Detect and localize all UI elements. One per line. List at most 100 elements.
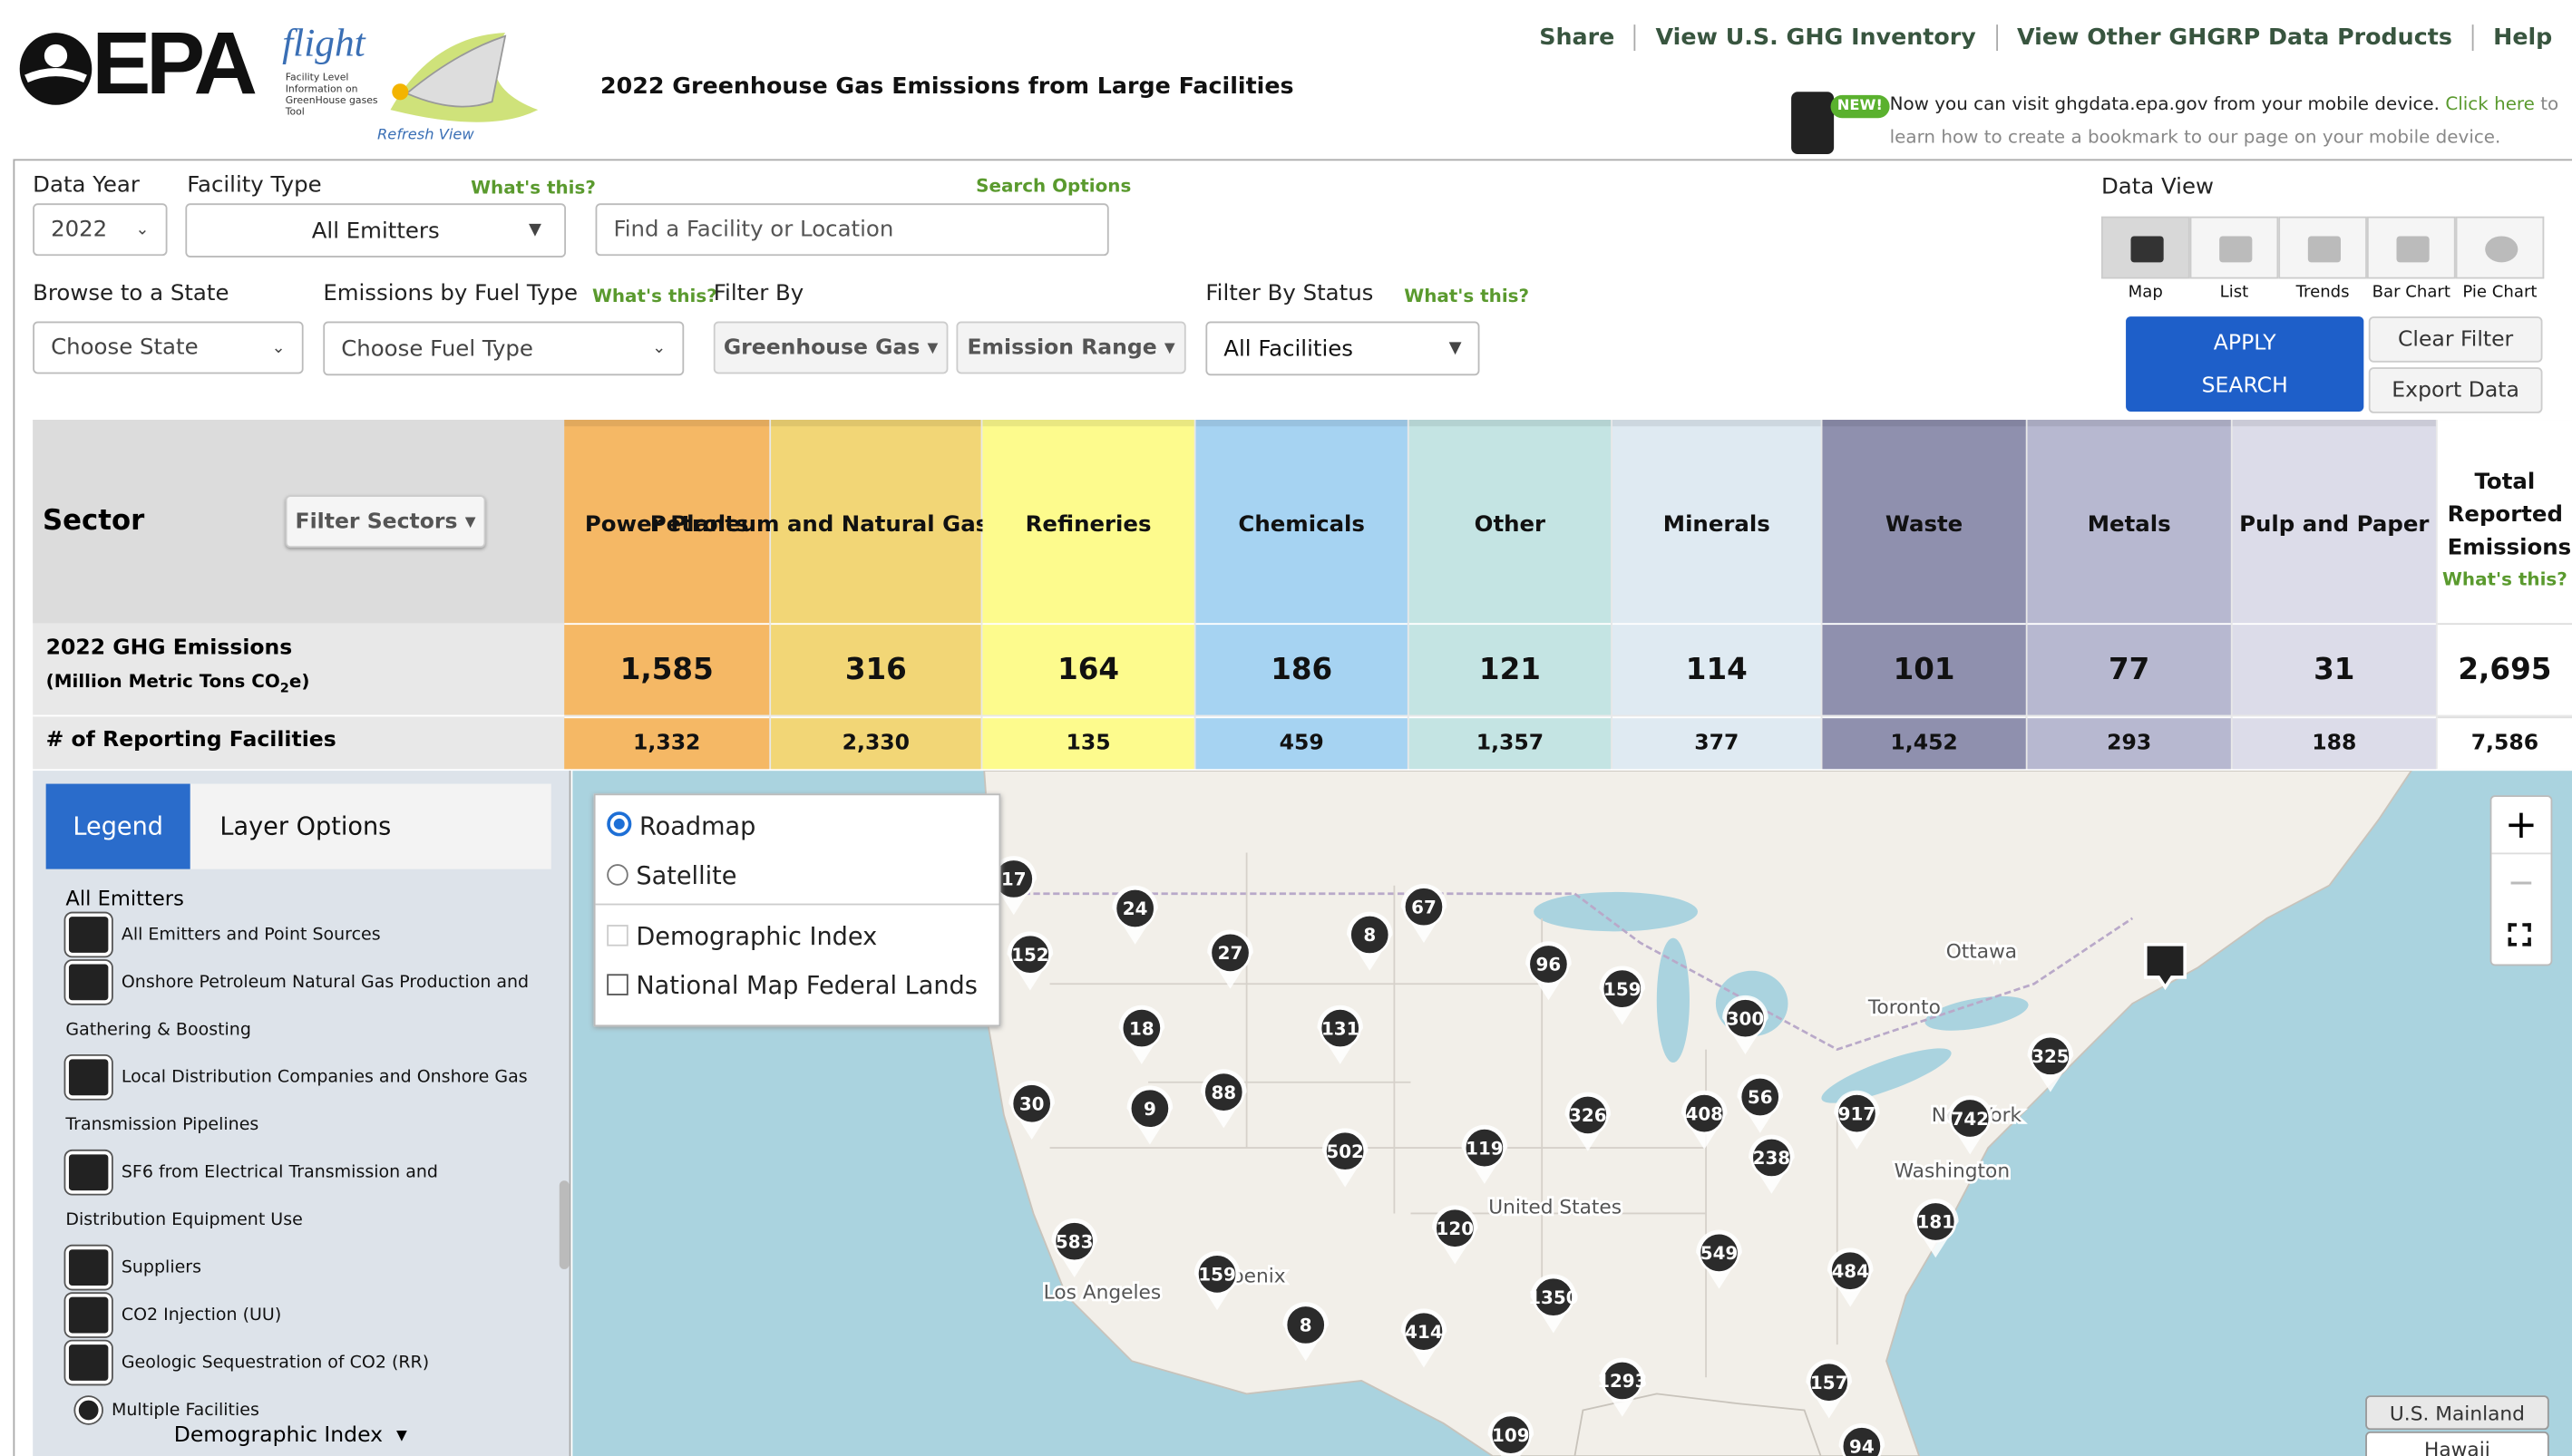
facility-cluster[interactable]: 8 bbox=[1346, 911, 1393, 971]
facility-cluster[interactable]: 27 bbox=[1207, 929, 1253, 989]
scrollbar[interactable] bbox=[559, 1180, 570, 1269]
facility-cluster[interactable]: 917 bbox=[1834, 1090, 1880, 1150]
facility-cluster[interactable]: 157 bbox=[1806, 1359, 1853, 1419]
help-link[interactable]: What's this? bbox=[591, 285, 717, 307]
demographic-option[interactable]: Demographic Index bbox=[607, 921, 877, 951]
nav-link[interactable]: View U.S. GHG Inventory bbox=[1633, 24, 1996, 52]
apply-button[interactable]: APPLY SEARCH bbox=[2126, 316, 2364, 412]
legend-footer[interactable]: Demographic Index ▾ bbox=[173, 1422, 407, 1449]
facility-cluster[interactable]: 238 bbox=[1749, 1134, 1795, 1194]
facility-cluster[interactable]: 131 bbox=[1317, 1005, 1364, 1064]
facility-cluster[interactable]: 326 bbox=[1564, 1092, 1612, 1151]
export-button[interactable]: Export Data bbox=[2368, 367, 2543, 413]
facility-cluster[interactable]: 67 bbox=[1400, 883, 1447, 944]
facility-cluster[interactable]: 94 bbox=[1838, 1423, 1885, 1456]
facility-cluster[interactable]: 742 bbox=[1946, 1095, 1993, 1155]
facility-cluster[interactable]: 408 bbox=[1681, 1090, 1728, 1150]
flight-logo: flight bbox=[282, 23, 365, 66]
view-label: Bar Chart bbox=[2372, 283, 2450, 302]
facility-cluster[interactable]: 549 bbox=[1696, 1229, 1742, 1289]
cluster-marker bbox=[2029, 1034, 2071, 1077]
facility-cluster[interactable]: 1293 bbox=[1597, 1357, 1647, 1417]
cluster-marker bbox=[1053, 1220, 1096, 1263]
view-button[interactable] bbox=[2366, 216, 2456, 279]
total-name: Total Reported Emissions bbox=[2447, 469, 2572, 561]
legend-text: SF6 from Electrical Transmission and Dis… bbox=[65, 1162, 438, 1230]
view-button[interactable] bbox=[2189, 216, 2279, 279]
hawaii-button[interactable]: Hawaii bbox=[2365, 1431, 2549, 1456]
facility-cluster[interactable]: 159 bbox=[1599, 966, 1646, 1025]
gas-filter[interactable]: Greenhouse Gas ▾ bbox=[713, 321, 949, 374]
legend-text: CO2 Injection (UU) bbox=[121, 1305, 282, 1325]
filter-sectors[interactable]: Filter Sectors ▾ bbox=[285, 495, 486, 548]
range-filter[interactable]: Emission Range ▾ bbox=[956, 321, 1186, 374]
facility-cluster[interactable]: 120 bbox=[1431, 1205, 1478, 1265]
fit-extent[interactable] bbox=[2508, 923, 2531, 946]
legend-text: Multiple Facilities bbox=[111, 1400, 259, 1421]
nav-link[interactable]: Help bbox=[2471, 24, 2572, 52]
cluster-count: 238 bbox=[1753, 1148, 1791, 1169]
facility-cluster[interactable]: 1350 bbox=[1528, 1274, 1579, 1334]
cluster-count: 56 bbox=[1748, 1087, 1773, 1108]
facility-cluster[interactable]: 96 bbox=[1525, 941, 1572, 1001]
zoom-out[interactable]: − bbox=[2491, 852, 2551, 910]
facility-cluster[interactable]: 159 bbox=[1193, 1251, 1241, 1311]
facility-cluster[interactable]: 17 bbox=[990, 856, 1038, 916]
fuel-select[interactable]: Choose Fuel Type ⌄ bbox=[323, 321, 685, 376]
facility-cluster[interactable]: 88 bbox=[1200, 1069, 1247, 1129]
cluster-marker bbox=[1120, 1006, 1163, 1050]
facility-cluster[interactable]: 8 bbox=[1282, 1302, 1330, 1362]
refresh-view[interactable]: Refresh View bbox=[377, 128, 474, 145]
federal-option[interactable]: National Map Federal Lands bbox=[607, 971, 978, 1000]
nav-link[interactable]: Share bbox=[1539, 24, 1615, 52]
zoom-in[interactable]: + bbox=[2504, 801, 2538, 849]
facility-cluster[interactable]: 119 bbox=[1461, 1124, 1508, 1184]
units-text: (Million Metric Tons CO bbox=[45, 670, 280, 693]
cluster-count: 17 bbox=[1001, 869, 1027, 890]
roadmap-option[interactable]: Roadmap bbox=[607, 811, 755, 841]
facility-cluster[interactable]: 181 bbox=[1912, 1199, 1959, 1258]
facility-icon[interactable] bbox=[2143, 943, 2187, 991]
legend-tab[interactable]: Legend bbox=[45, 783, 190, 869]
search-options[interactable]: Search Options bbox=[976, 175, 1132, 198]
cluster-count: 917 bbox=[1838, 1103, 1876, 1124]
cluster-marker bbox=[1829, 1249, 1872, 1292]
facility-cluster[interactable]: 9 bbox=[1126, 1085, 1174, 1145]
facility-cluster[interactable]: 300 bbox=[1722, 995, 1768, 1054]
facility-cluster[interactable]: 30 bbox=[1008, 1080, 1055, 1141]
facility-cluster[interactable]: 56 bbox=[1737, 1073, 1784, 1133]
facility-cluster[interactable]: 484 bbox=[1827, 1247, 1874, 1307]
facility-cluster[interactable]: 152 bbox=[1007, 931, 1054, 991]
epa-logo[interactable]: EPA bbox=[92, 15, 258, 113]
cluster-count: 408 bbox=[1685, 1103, 1723, 1124]
help-link[interactable]: What's this? bbox=[1404, 285, 1530, 307]
help-link[interactable]: What's this? bbox=[471, 177, 596, 199]
view-button[interactable] bbox=[2100, 216, 2190, 279]
mobile-link[interactable]: Click here bbox=[2445, 93, 2535, 115]
facility-cluster[interactable]: 502 bbox=[1321, 1128, 1369, 1188]
satellite-option[interactable]: Satellite bbox=[607, 861, 737, 890]
view-button[interactable] bbox=[2455, 216, 2545, 279]
facility-cluster[interactable]: 414 bbox=[1400, 1308, 1447, 1368]
view-button[interactable] bbox=[2278, 216, 2367, 279]
mainland-button[interactable]: U.S. Mainland bbox=[2365, 1395, 2549, 1431]
panel-border bbox=[13, 159, 2572, 1456]
legend-text: All Emitters and Point Sources bbox=[121, 925, 381, 945]
option-text: Roadmap bbox=[638, 811, 756, 841]
facility-cluster[interactable]: 24 bbox=[1112, 885, 1158, 945]
layer-tab[interactable]: Layer Options bbox=[190, 783, 551, 869]
search-input[interactable]: Find a Facility or Location bbox=[595, 203, 1109, 257]
clear-button[interactable]: Clear Filter bbox=[2368, 316, 2543, 363]
total-help[interactable]: What's this? bbox=[2441, 568, 2567, 591]
facility-cluster[interactable]: 109 bbox=[1487, 1412, 1534, 1456]
facility-cluster[interactable]: 583 bbox=[1051, 1218, 1098, 1277]
status-select[interactable]: All Facilities ▼ bbox=[1205, 321, 1480, 376]
facility-select[interactable]: All Emitters ▼ bbox=[185, 203, 567, 257]
cluster-marker bbox=[1949, 1097, 1992, 1140]
nav-link[interactable]: View Other GHGRP Data Products bbox=[1995, 24, 2472, 52]
facility-cluster[interactable]: 325 bbox=[2027, 1033, 2074, 1092]
year-select[interactable]: 2022 ⌄ bbox=[33, 203, 168, 257]
state-select[interactable]: Choose State ⌄ bbox=[33, 321, 304, 374]
facility-cluster[interactable]: 18 bbox=[1118, 1005, 1165, 1064]
